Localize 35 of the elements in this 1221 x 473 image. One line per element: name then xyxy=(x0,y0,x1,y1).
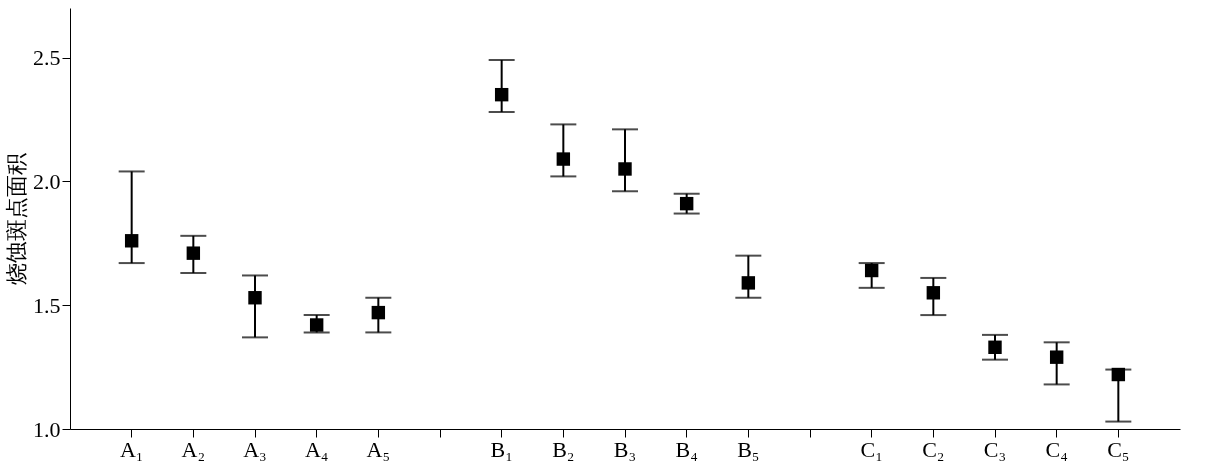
point xyxy=(186,246,201,260)
point xyxy=(1111,367,1126,382)
point xyxy=(864,263,879,278)
y-axis-title: 烧蚀斑点面积 xyxy=(4,153,29,285)
point xyxy=(926,286,941,300)
point xyxy=(741,276,756,290)
x-tick-label: C₂ xyxy=(922,436,945,462)
x-tick-label: C₅ xyxy=(1107,436,1130,462)
point xyxy=(309,318,324,332)
x-tick-label: C₃ xyxy=(983,436,1007,462)
x-tick-label: C₁ xyxy=(860,436,883,462)
point xyxy=(371,305,386,320)
y-tick-label: 2.5 xyxy=(33,45,61,71)
x-tick-label: B₁ xyxy=(490,436,513,462)
x-tick-label: C₄ xyxy=(1045,436,1068,462)
y-tick-label: 2.0 xyxy=(33,168,61,194)
x-tick-label: A₄ xyxy=(304,436,329,462)
x-tick-label: A₂ xyxy=(181,436,206,462)
point xyxy=(556,152,571,166)
point xyxy=(248,291,262,305)
x-tick-label: A₁ xyxy=(119,436,144,462)
point xyxy=(124,234,139,248)
point xyxy=(1049,350,1064,364)
x-tick-label: B₅ xyxy=(737,436,760,462)
point xyxy=(988,340,1002,354)
point xyxy=(494,87,509,102)
point xyxy=(618,162,632,176)
x-tick-label: B₄ xyxy=(675,436,698,462)
x-tick-label: A₃ xyxy=(243,436,267,462)
x-tick-label: B₃ xyxy=(613,436,637,462)
y-tick-label: 1.0 xyxy=(33,416,61,442)
y-tick-label: 1.5 xyxy=(33,292,61,318)
point xyxy=(679,196,694,211)
x-tick-label: B₂ xyxy=(552,436,575,462)
x-tick-label: A₅ xyxy=(366,436,391,462)
